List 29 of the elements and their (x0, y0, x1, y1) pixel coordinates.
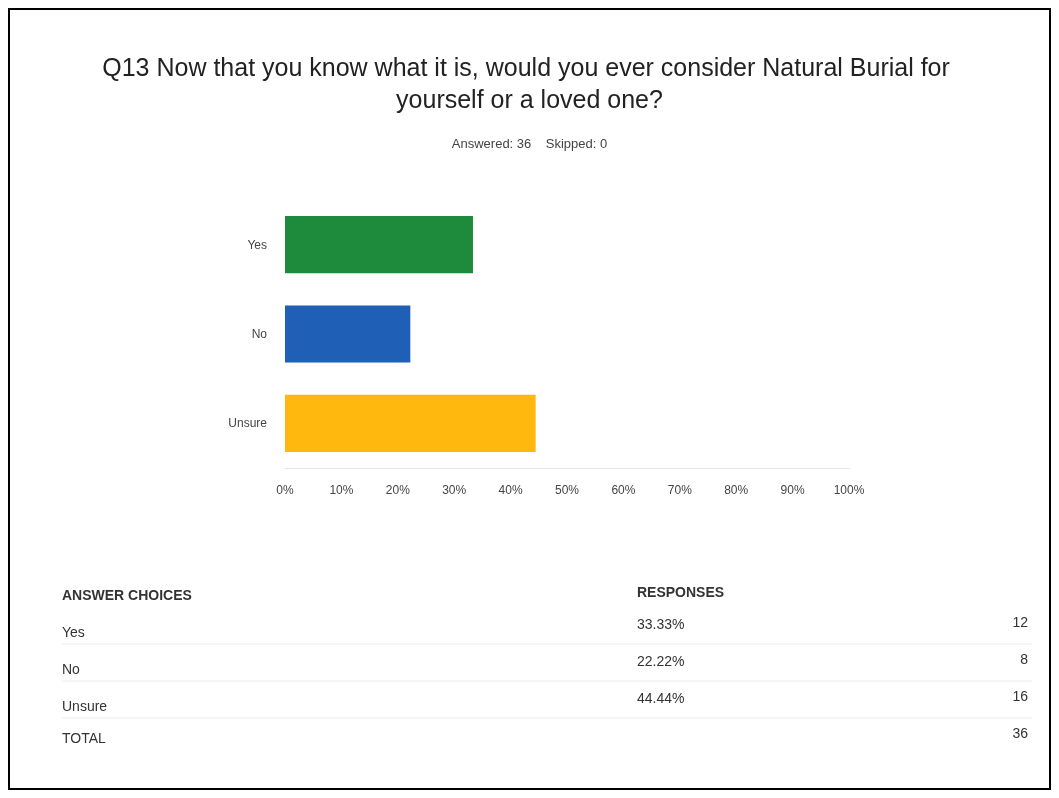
x-tick-label: 20% (385, 483, 411, 497)
text: RESPONSES (637, 584, 725, 600)
text: 12 (1012, 614, 1029, 630)
text: 36 (1012, 725, 1029, 741)
text: 8 (1020, 651, 1029, 667)
text: 16 (1012, 688, 1029, 704)
chart-subtitle: Answered: 36 Skipped: 0 (451, 136, 608, 151)
y-tick-label: Yes (247, 237, 267, 252)
x-tick-label: 100% (833, 483, 865, 497)
text: ANSWER CHOICES (62, 587, 192, 603)
x-tick-label: 50% (554, 483, 580, 497)
category-label: No (62, 661, 80, 677)
category-label: Yes (62, 624, 85, 640)
x-tick-label: 40% (498, 483, 523, 497)
category-label: Unsure (62, 698, 108, 714)
x-tick-label: 10% (329, 483, 354, 497)
text: 44.44% (637, 690, 685, 706)
text: TOTAL (62, 730, 107, 746)
x-tick-label: 60% (611, 483, 636, 497)
text: 33.33% (637, 616, 685, 632)
text: 22.22% (637, 653, 685, 669)
y-tick-label: Unsure (228, 416, 268, 431)
x-tick-label: 0% (276, 483, 294, 497)
x-tick-label: 80% (724, 483, 749, 497)
x-tick-label: 90% (780, 483, 805, 497)
x-tick-label: 30% (442, 483, 467, 497)
x-tick-label: 70% (667, 483, 693, 497)
chart-title: Q13 Now that you know what it is, would you ever consider Natural Burial for yourself or a loved one? (102, 53, 957, 113)
y-tick-label: No (251, 327, 268, 341)
